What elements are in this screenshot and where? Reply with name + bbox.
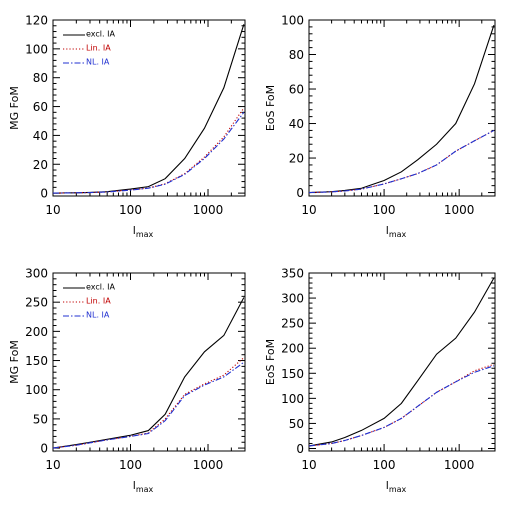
series-line-nl-ia (309, 129, 495, 194)
y-tick-label: 200 (281, 342, 304, 356)
x-tick-label: 1000 (444, 458, 475, 472)
y-tick-label: 250 (281, 317, 304, 331)
plot-frame (308, 272, 496, 452)
y-tick-label: 200 (25, 325, 48, 339)
y-tick-label: 0 (296, 442, 304, 456)
series-line-lin-ia (309, 129, 495, 194)
chart-panel-1: 10 100 1000 0 20 40 60 80 100 120 lmax MG FoM excl. … (8, 14, 246, 239)
y-tick-label: 100 (281, 14, 304, 28)
x-tick-label: 10 (301, 458, 316, 472)
chart-panel-2: 10 100 1000 0 20 40 60 80 100 lmax EoS FoM (264, 14, 496, 239)
plot-frame (52, 272, 246, 452)
plot-frame (52, 19, 246, 197)
x-axis-label: lmax (386, 224, 407, 239)
legend-entry: NL. IA (86, 58, 110, 67)
x-tick-label: 100 (373, 203, 396, 217)
x-tick-label: 100 (373, 458, 396, 472)
y-axis-label: EoS FoM (264, 85, 277, 131)
x-tick-label: 100 (119, 203, 142, 217)
series-line-lin-ia (53, 107, 245, 194)
y-tick-label: 150 (25, 354, 48, 368)
chart-panel-4: 10 100 1000 0 50 100 150 200 250 300 350 lmax EoS Fo… (264, 267, 496, 494)
series-line-excl-ia (309, 277, 495, 447)
y-tick-label: 0 (40, 442, 48, 456)
y-tick-label: 60 (289, 83, 304, 97)
y-axis-label: EoS FoM (264, 339, 277, 385)
y-tick-label: 300 (25, 267, 48, 281)
series-line-excl-ia (53, 297, 245, 449)
y-tick-label: 100 (25, 42, 48, 56)
series-line-lin-ia (53, 357, 245, 449)
x-axis-label: lmax (133, 224, 154, 239)
y-tick-label: 20 (33, 158, 48, 172)
legend: excl. IA Lin. IA NL. IA (63, 30, 115, 67)
x-tick-label: 10 (301, 203, 316, 217)
x-tick-label: 10 (45, 458, 60, 472)
y-tick-label: 100 (25, 383, 48, 397)
y-tick-label: 40 (289, 117, 304, 131)
legend-entry: Lin. IA (86, 44, 111, 53)
y-tick-label: 250 (25, 296, 48, 310)
y-axis-label: MG FoM (8, 340, 21, 384)
y-tick-label: 80 (289, 48, 304, 62)
y-tick-label: 40 (33, 129, 48, 143)
y-tick-label: 120 (25, 14, 48, 28)
x-axis-label: lmax (133, 479, 154, 494)
y-axis-label: MG FoM (8, 86, 21, 130)
legend-entry: NL. IA (86, 311, 110, 320)
x-tick-label: 1000 (193, 203, 224, 217)
series-line-excl-ia (309, 25, 495, 194)
y-tick-label: 50 (33, 412, 48, 426)
series-line-nl-ia (53, 361, 245, 449)
series-line-nl-ia (53, 111, 245, 194)
y-tick-label: 0 (40, 187, 48, 201)
y-tick-label: 50 (289, 417, 304, 431)
legend: excl. IA Lin. IA NL. IA (63, 283, 115, 320)
legend-entry: Lin. IA (86, 297, 111, 306)
x-tick-label: 1000 (444, 203, 475, 217)
y-tick-label: 150 (281, 367, 304, 381)
chart-panel-3: 10 100 1000 0 50 100 150 200 250 300 lmax MG FoM exc… (8, 267, 246, 494)
x-tick-label: 1000 (193, 458, 224, 472)
y-tick-label: 20 (289, 152, 304, 166)
y-tick-label: 100 (281, 392, 304, 406)
x-tick-label: 10 (45, 203, 60, 217)
y-tick-label: 350 (281, 267, 304, 281)
y-tick-label: 80 (33, 71, 48, 85)
series-line-nl-ia (309, 365, 495, 447)
y-tick-label: 300 (281, 292, 304, 306)
x-axis-label: lmax (386, 479, 407, 494)
x-tick-label: 100 (119, 458, 142, 472)
y-tick-label: 0 (296, 186, 304, 200)
legend-entry: excl. IA (86, 283, 115, 292)
y-tick-label: 60 (33, 100, 48, 114)
plot-frame (308, 19, 496, 197)
legend-entry: excl. IA (86, 30, 115, 39)
series-line-excl-ia (53, 24, 245, 194)
